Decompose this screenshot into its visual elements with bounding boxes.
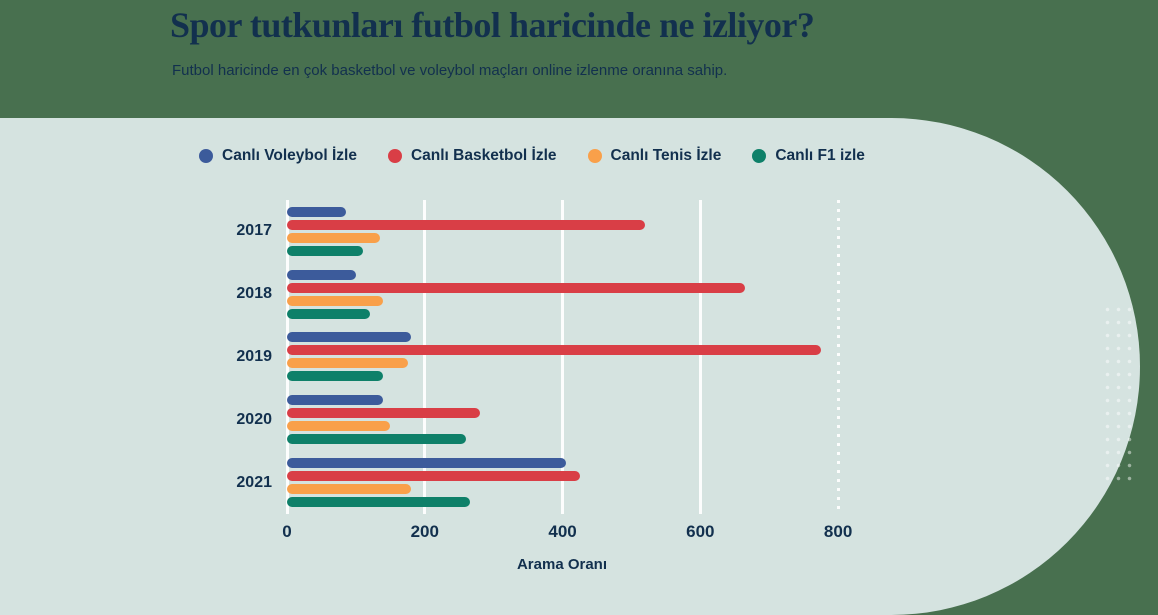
bar-2020-canlı-f1-izle — [287, 434, 467, 445]
legend-swatch-icon — [752, 149, 767, 163]
bar-2021-canlı-f1-izle — [287, 497, 470, 508]
x-tick-label-600: 600 — [686, 522, 715, 541]
legend-label: Canlı F1 izle — [775, 147, 865, 164]
gridline-600 — [698, 200, 702, 514]
chart-panel: Canlı Voleybol İzle Canlı Basketbol İzle C… — [0, 118, 1140, 615]
legend-item-canlı-basketbol-i̇zle[interactable]: Canlı Basketbol İzle — [387, 147, 557, 165]
gridline-400 — [561, 200, 565, 514]
bar-2019-canlı-basketbol-i̇zle — [287, 345, 821, 356]
bar-rows: 2017 2018 2019 2020 2021 — [236, 200, 907, 514]
bar-2021-canlı-tenis-i̇zle — [287, 484, 411, 495]
gridline-200 — [423, 200, 427, 514]
bar-2018-canlı-voleybol-i̇zle — [287, 269, 356, 280]
year-group-2020: 2020 — [236, 395, 907, 445]
year-group-2021: 2021 — [236, 458, 907, 508]
x-tick-label-0: 0 — [282, 522, 292, 541]
legend-label: Canlı Voleybol İzle — [222, 147, 357, 164]
legend-swatch-icon — [587, 149, 602, 163]
x-axis-title: Arama Oranı — [516, 556, 608, 573]
x-tick-label-400: 400 — [548, 522, 577, 541]
page-title: Spor tutkunları futbol haricinde ne izli… — [170, 5, 815, 45]
bar-2019-canlı-tenis-i̇zle — [287, 358, 408, 369]
year-label-2020: 2020 — [236, 410, 272, 428]
dots-decoration-icon — [1102, 303, 1138, 488]
year-label-2021: 2021 — [236, 473, 272, 491]
bar-2021-canlı-basketbol-i̇zle — [287, 471, 580, 482]
plot-area: 2017 2018 2019 2020 2021 — [236, 200, 907, 514]
page-subtitle: Futbol haricinde en çok basketbol ve vol… — [172, 62, 728, 79]
year-group-2018: 2018 — [236, 269, 907, 319]
bar-2018-canlı-tenis-i̇zle — [287, 295, 384, 306]
year-group-2019: 2019 — [236, 332, 907, 382]
gridline-800 — [836, 200, 840, 514]
year-label-2019: 2019 — [236, 347, 272, 365]
year-group-2017: 2017 — [236, 206, 907, 256]
year-label-2018: 2018 — [236, 285, 272, 303]
bar-2017-canlı-tenis-i̇zle — [287, 232, 380, 243]
legend-item-canlı-f1-izle[interactable]: Canlı F1 izle — [752, 147, 865, 165]
bar-2017-canlı-basketbol-i̇zle — [287, 219, 646, 230]
x-tick-label-200: 200 — [410, 522, 439, 541]
bar-2017-canlı-voleybol-i̇zle — [287, 206, 346, 217]
bar-2019-canlı-voleybol-i̇zle — [287, 332, 411, 343]
legend-swatch-icon — [387, 149, 402, 163]
year-label-2017: 2017 — [236, 222, 272, 240]
legend-item-canlı-voleybol-i̇zle[interactable]: Canlı Voleybol İzle — [199, 147, 357, 165]
legend-label: Canlı Basketbol İzle — [410, 147, 557, 164]
bar-2020-canlı-tenis-i̇zle — [287, 421, 391, 432]
bar-2020-canlı-voleybol-i̇zle — [287, 395, 384, 406]
bar-2018-canlı-f1-izle — [287, 308, 370, 319]
legend-swatch-icon — [199, 149, 213, 163]
bar-2021-canlı-voleybol-i̇zle — [287, 458, 566, 469]
chart-legend: Canlı Voleybol İzle Canlı Basketbol İzle C… — [199, 147, 865, 165]
gridline-0 — [285, 200, 289, 514]
bar-2018-canlı-basketbol-i̇zle — [287, 282, 746, 293]
x-axis: 0 200 400 600 800 — [282, 522, 907, 544]
bar-2017-canlı-f1-izle — [287, 245, 363, 256]
x-tick-label-800: 800 — [823, 522, 853, 541]
legend-item-canlı-tenis-i̇zle[interactable]: Canlı Tenis İzle — [587, 147, 722, 165]
bar-2019-canlı-f1-izle — [287, 371, 384, 382]
bar-2020-canlı-basketbol-i̇zle — [287, 408, 480, 419]
legend-label: Canlı Tenis İzle — [610, 147, 722, 164]
